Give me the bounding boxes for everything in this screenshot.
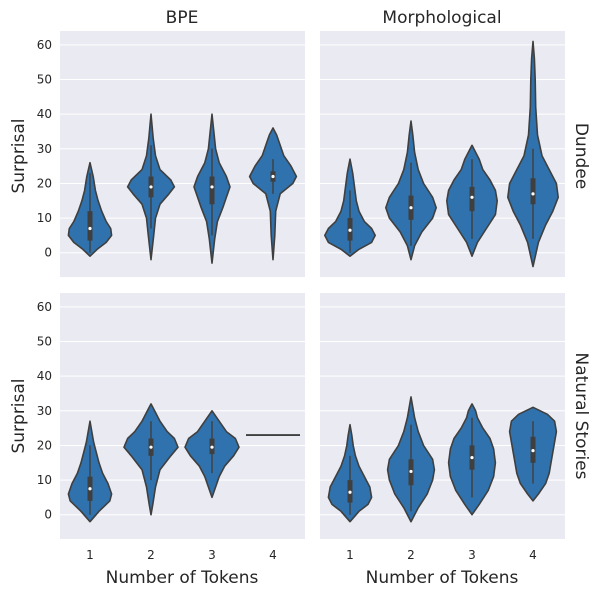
- y-tick-label: 40: [37, 107, 52, 121]
- y-tick-label: 50: [37, 335, 52, 349]
- violin-median-dot: [470, 195, 474, 199]
- violin-median-dot: [531, 192, 535, 196]
- x-tick-label: 1: [86, 548, 94, 562]
- violin-median-dot: [149, 185, 153, 189]
- violin-body: [248, 127, 298, 261]
- x-tick-label: 4: [269, 548, 277, 562]
- y-tick-label: 0: [44, 246, 52, 260]
- violin-median-dot: [531, 449, 535, 453]
- violin-1: [327, 423, 373, 523]
- violin-median-dot: [88, 487, 92, 491]
- violin-median-dot: [409, 206, 413, 210]
- violin-2: [385, 120, 437, 261]
- x-tick-label: 4: [529, 548, 537, 562]
- y-tick-label: 60: [37, 38, 52, 52]
- x-axis-label-right: Number of Tokens: [366, 568, 519, 588]
- x-tick-label: 1: [346, 548, 354, 562]
- panel-natural-stories-morphological: 1 2 3 4: [320, 293, 565, 562]
- violin-2: [126, 113, 176, 261]
- violin-4: [507, 40, 559, 268]
- violin-2: [123, 403, 179, 516]
- violin-median-dot: [409, 469, 413, 474]
- violin-median-dot: [88, 226, 92, 231]
- x-tick-label: 3: [208, 548, 216, 562]
- y-tick-label: 50: [37, 73, 52, 87]
- y-tick-label: 10: [37, 473, 52, 487]
- violin-median-dot: [210, 445, 214, 449]
- violin-median-dot: [149, 445, 153, 449]
- violin-median-dot: [271, 174, 275, 179]
- x-tick-label: 2: [147, 548, 155, 562]
- y-axis-label-bottom: Surprisal: [9, 378, 29, 453]
- violin-3: [446, 144, 498, 257]
- violin-4: [248, 127, 298, 261]
- violin-1: [67, 420, 113, 523]
- x-tick-label: 3: [468, 548, 476, 562]
- violin-3: [193, 113, 231, 264]
- y-tick-label: 0: [44, 508, 52, 522]
- y-tick-label: 60: [37, 300, 52, 314]
- violin-2: [386, 396, 436, 523]
- column-title-bpe: BPE: [166, 8, 199, 28]
- y-tick-label: 30: [37, 142, 52, 156]
- violin-median-dot: [210, 185, 214, 189]
- panel-dundee-bpe: 0 10 20 30 40 50 60: [37, 31, 305, 277]
- x-axis-label-left: Number of Tokens: [106, 568, 259, 588]
- violin-median-dot: [348, 228, 352, 232]
- violin-median-dot: [470, 455, 474, 460]
- y-tick-label: 20: [37, 438, 52, 452]
- violin-1: [324, 158, 376, 257]
- panel-natural-stories-bpe: 0 10 20 30 40 50 60 1 2 3 4: [37, 293, 305, 562]
- column-title-morphological: Morphological: [382, 8, 501, 28]
- y-tick-label: 10: [37, 211, 52, 225]
- x-tick-label: 2: [407, 548, 415, 562]
- violin-median-dot: [348, 490, 352, 494]
- row-label-natural-stories: Natural Stories: [571, 353, 591, 480]
- y-tick-label: 30: [37, 404, 52, 418]
- violin-4: [508, 406, 558, 502]
- row-label-dundee: Dundee: [571, 123, 591, 189]
- violin-1: [67, 161, 113, 257]
- y-tick-label: 20: [37, 176, 52, 190]
- violin-3: [447, 403, 497, 516]
- violin-3: [184, 410, 240, 499]
- y-tick-label: 40: [37, 369, 52, 383]
- y-axis-label-top: Surprisal: [9, 118, 29, 193]
- panel-dundee-morphological: [320, 31, 565, 277]
